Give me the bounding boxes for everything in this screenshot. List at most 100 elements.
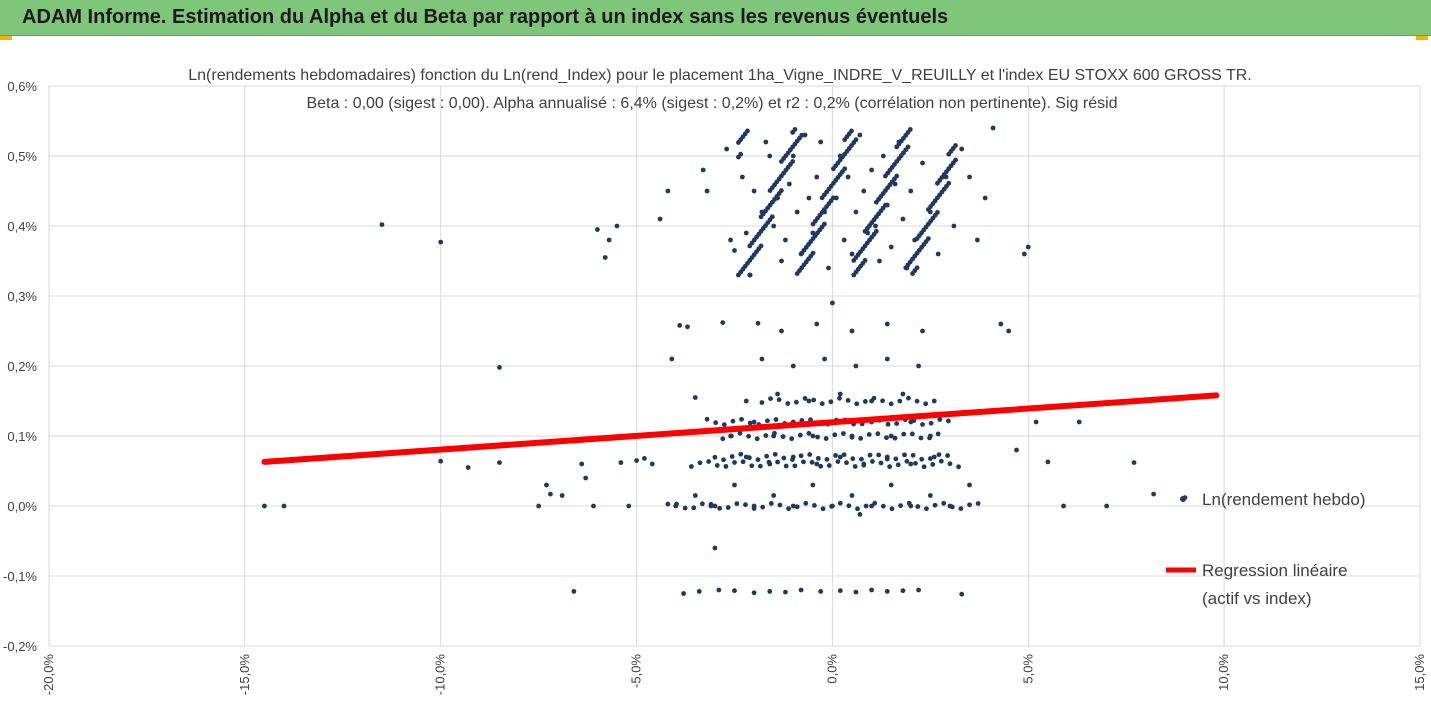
scatter-point	[869, 167, 874, 173]
scatter-point	[786, 181, 792, 187]
scatter-point	[674, 501, 679, 507]
scatter-point	[763, 139, 769, 145]
y-tick-label: -0,2%	[3, 639, 37, 654]
scatter-point	[1131, 460, 1137, 465]
scatter-point	[746, 455, 752, 461]
scatter-point	[806, 398, 812, 404]
scatter-point	[758, 243, 764, 249]
scatter-point	[814, 174, 820, 180]
scatter-point	[828, 399, 834, 405]
scatter-point	[927, 456, 933, 461]
scatter-point	[810, 250, 816, 256]
scatter-point	[849, 434, 855, 440]
scatter-point	[738, 151, 744, 157]
scatter-point	[767, 153, 773, 159]
scatter-point	[547, 491, 553, 497]
scatter-point	[790, 503, 796, 509]
scatter-point	[810, 433, 816, 439]
scatter-point	[883, 202, 888, 208]
y-tick-label: 0,2%	[7, 359, 37, 374]
scatter-point	[807, 452, 813, 457]
scatter-point	[811, 397, 817, 403]
scatter-point	[681, 591, 686, 596]
scatter-point	[853, 363, 859, 369]
scatter-point	[614, 223, 620, 229]
scatter-point	[579, 461, 585, 467]
scatter-point	[721, 457, 726, 463]
scatter-point	[785, 401, 791, 406]
scatter-point	[716, 587, 722, 593]
scatter-point	[768, 396, 773, 401]
scatter-point	[682, 505, 688, 511]
scatter-point	[721, 422, 727, 428]
scatter-point	[803, 500, 809, 506]
scatter-point	[888, 244, 894, 250]
scatter-point	[915, 504, 921, 509]
scatter-point	[793, 399, 799, 405]
scatter-point	[802, 396, 808, 401]
scatter-point	[878, 460, 884, 466]
scatter-points	[262, 125, 1188, 597]
scatter-point	[755, 320, 761, 326]
scatter-point	[956, 464, 961, 470]
scatter-point	[900, 588, 906, 594]
scatter-point	[595, 227, 600, 232]
scatter-point	[846, 503, 852, 509]
y-tick-label: 0,6%	[7, 79, 37, 94]
scatter-point	[806, 430, 812, 436]
scatter-point	[768, 501, 774, 506]
scatter-point	[790, 159, 796, 164]
scatter-point	[634, 458, 639, 463]
scatter-point	[743, 230, 749, 236]
scatter-point	[704, 188, 710, 194]
scatter-point	[880, 398, 885, 404]
scatter-point	[657, 216, 663, 222]
scatter-point	[854, 401, 860, 407]
scatter-point	[907, 127, 913, 132]
scatter-point	[799, 132, 805, 138]
scatter-point	[849, 328, 855, 334]
scatter-point	[1076, 419, 1082, 425]
scatter-point	[906, 500, 912, 506]
scatter-point	[849, 493, 855, 498]
scatter-point	[1061, 503, 1066, 509]
scatter-point	[845, 174, 851, 180]
scatter-point	[841, 237, 847, 243]
scatter-point	[852, 464, 858, 469]
scatter-point	[465, 465, 471, 470]
scatter-point	[771, 493, 777, 498]
scatter-point	[888, 482, 894, 488]
scatter-point	[826, 265, 831, 271]
scatter-point	[859, 456, 864, 462]
scatter-point	[947, 461, 953, 467]
scatter-point	[826, 463, 832, 468]
y-tick-label: 0,5%	[7, 149, 37, 164]
x-tick-label: -10,0%	[433, 654, 448, 696]
scatter-point	[927, 435, 932, 441]
scatter-point	[728, 433, 734, 439]
scatter-point	[720, 436, 726, 442]
scatter-point	[888, 401, 894, 407]
scatter-point	[857, 512, 863, 517]
scatter-point	[618, 460, 624, 465]
scatter-point	[760, 504, 766, 510]
scatter-point	[792, 127, 798, 132]
scatter-point	[894, 421, 900, 426]
scatter-point	[908, 188, 914, 194]
scatter-point	[914, 398, 920, 404]
scatter-point	[913, 460, 918, 466]
scatter-point	[790, 363, 796, 369]
scatter-point	[941, 500, 947, 506]
scatter-point	[923, 401, 929, 407]
scatter-point	[743, 502, 748, 508]
scatter-point	[902, 452, 907, 458]
scatter-point	[602, 255, 608, 260]
scatter-point	[853, 137, 859, 143]
scatter-point	[766, 459, 772, 465]
scatter-point	[771, 223, 777, 229]
scatter-point	[1006, 328, 1012, 334]
scatter-point	[953, 157, 958, 163]
scatter-point	[677, 323, 683, 328]
scatter-point	[967, 174, 972, 180]
scatter-point	[924, 506, 929, 512]
